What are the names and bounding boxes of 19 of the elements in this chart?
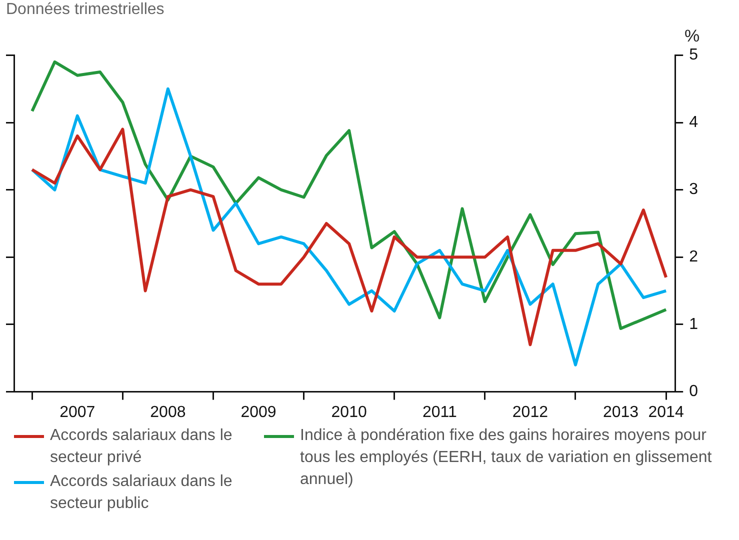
- y-axis-title: %: [684, 26, 700, 46]
- y-tick-label: 3: [689, 181, 698, 198]
- legend-label: Accords salariaux dans le secteur public: [50, 472, 234, 514]
- y-tick-label: 5: [689, 46, 698, 64]
- x-tick-label: 2008: [150, 404, 186, 421]
- x-tick-label: 2007: [60, 404, 96, 421]
- y-tick-label: 2: [689, 248, 698, 266]
- x-tick-label: 2012: [512, 404, 548, 421]
- y-tick-label: 1: [689, 316, 698, 333]
- y-tick-label: 0: [689, 383, 698, 400]
- x-tick-label: 2014: [648, 404, 684, 421]
- chart-title: Données trimestrielles: [6, 1, 164, 18]
- x-tick-label: 2011: [422, 404, 457, 421]
- legend-label: Indice à pondération fixe des gains horaires moyens pour tous les employés (EERH, taux de variation en glissement annuel): [300, 426, 713, 490]
- x-tick-label: 2010: [331, 404, 367, 421]
- x-tick-label: 2013: [602, 404, 639, 421]
- x-tick-label: 2009: [240, 404, 276, 421]
- y-tick-label: 4: [689, 114, 698, 131]
- legend-label: Accords salariaux dans le secteur privé: [50, 426, 234, 468]
